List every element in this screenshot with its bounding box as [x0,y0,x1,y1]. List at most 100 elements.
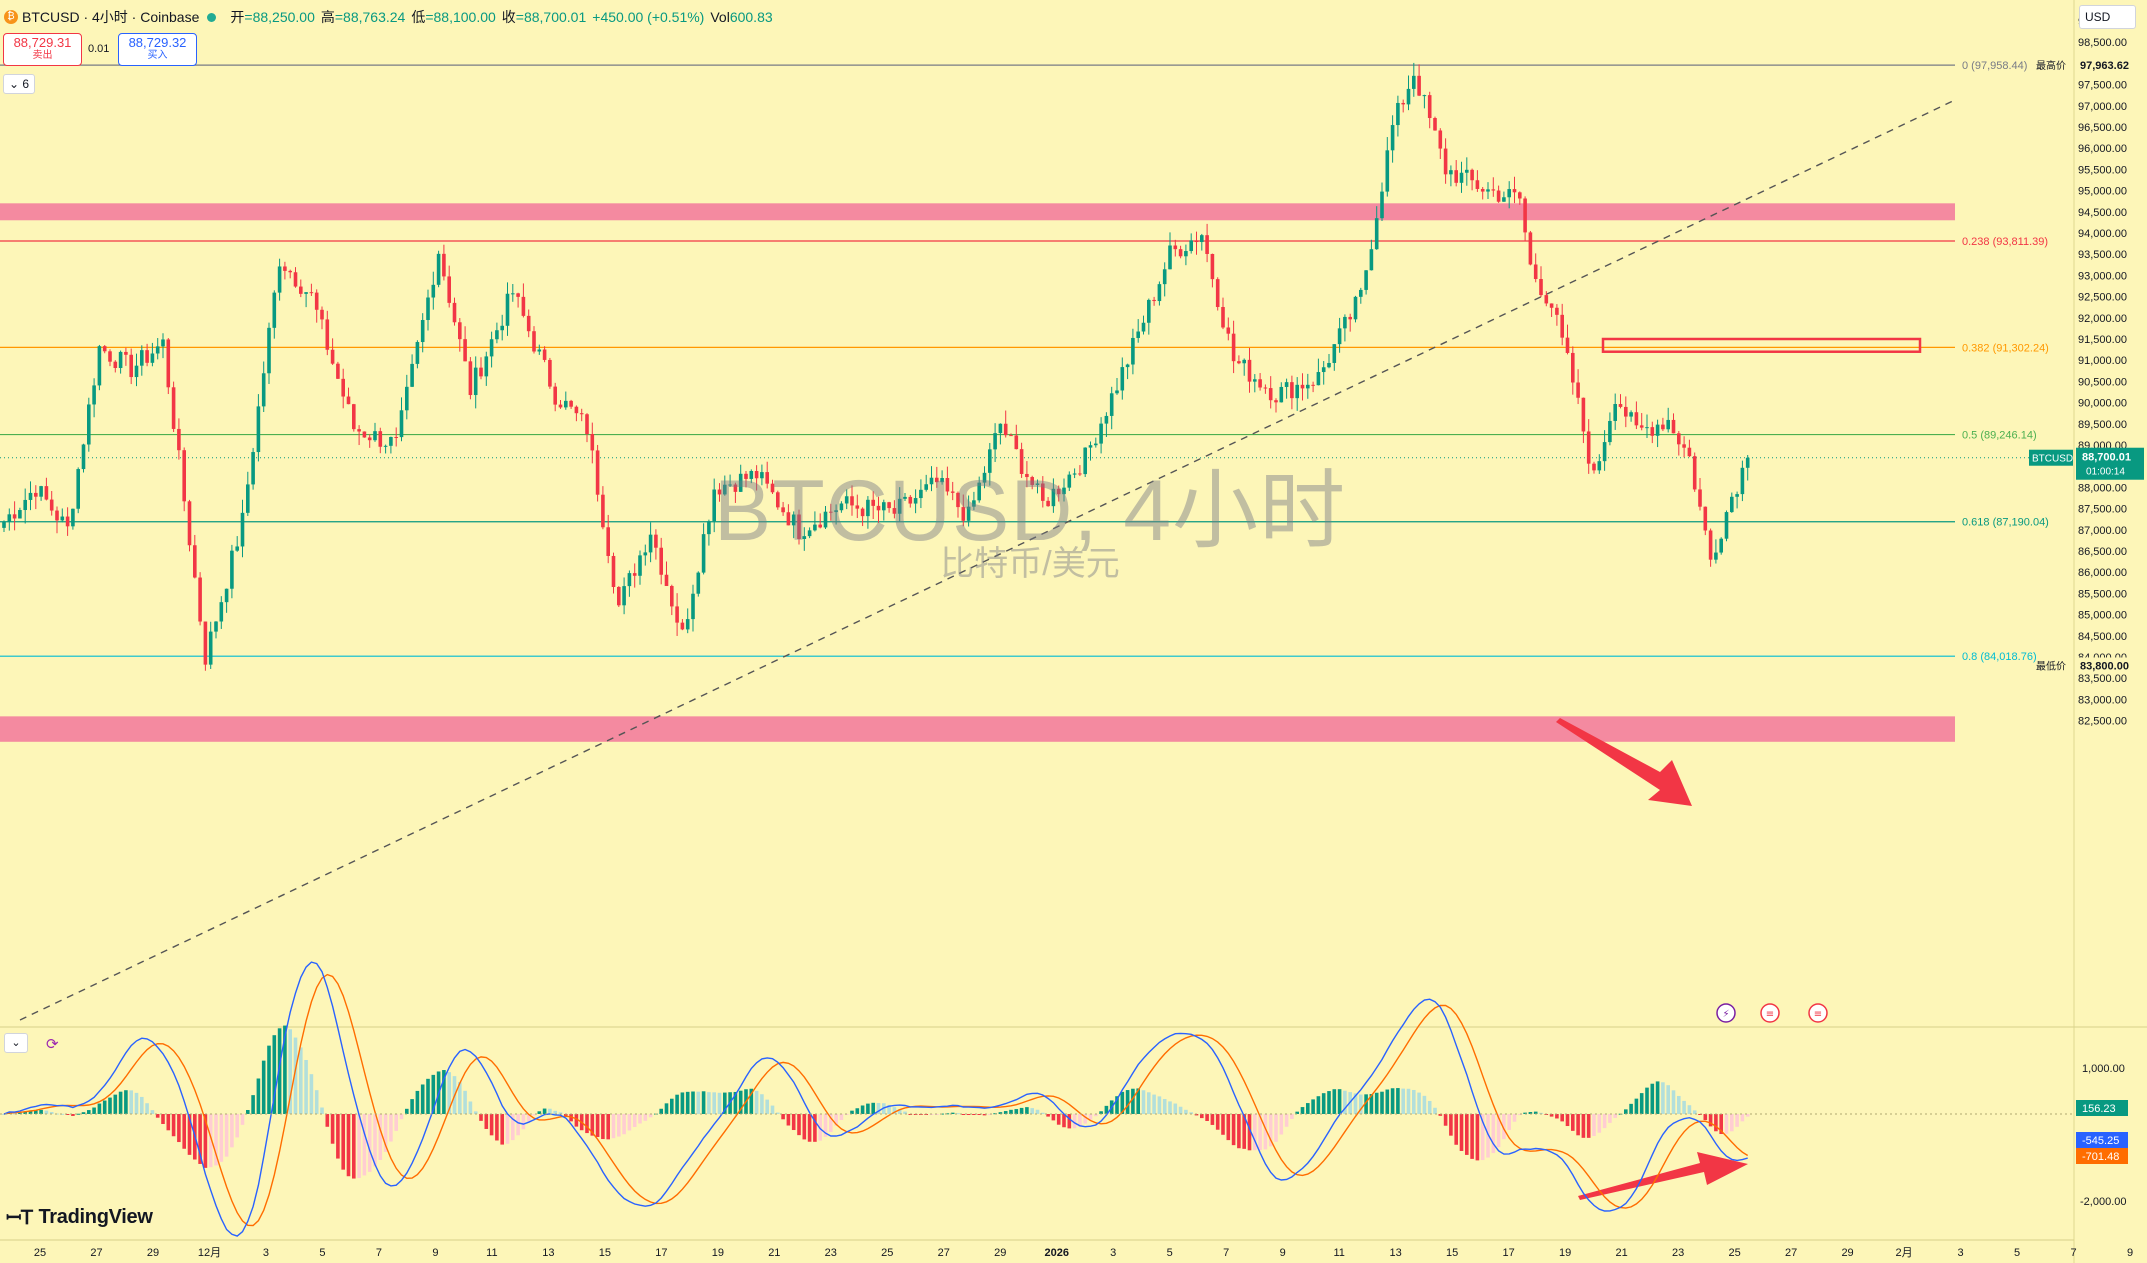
candle [1576,369,1580,405]
macd-bar [1364,1094,1368,1114]
candle-body [150,353,155,363]
candle-body [1046,500,1050,507]
x-tick-label: 23 [825,1247,837,1259]
indicators-toggle-button[interactable]: ⌄ 6 [3,74,36,94]
macd-bar [776,1112,780,1114]
y-tick-label: 93,000.00 [2078,270,2127,282]
macd-bar [606,1114,610,1140]
candle-body [18,510,22,519]
candle-body [532,331,536,352]
candle [1533,253,1538,283]
macd-bar [834,1114,838,1126]
candle [1125,363,1130,380]
candle [1046,497,1050,507]
candle-body [458,322,462,340]
candle-body [1131,337,1135,365]
candle-body [129,354,133,378]
candle-body [1041,483,1045,501]
candle-body [1147,299,1151,323]
macd-bar [261,1060,266,1114]
macd-bar [1602,1114,1607,1129]
macd-bar [1125,1090,1130,1114]
macd-bar [823,1114,828,1137]
candle [601,486,605,530]
candle [230,544,234,599]
macd-bar [950,1112,955,1114]
candle [1592,461,1596,474]
candle [558,399,563,409]
candle-body [1003,423,1008,436]
candle-body [44,486,49,500]
refresh-icon[interactable]: ⟳ [46,1036,59,1053]
y-tick-label: 91,500.00 [2078,334,2127,346]
macd-bar [87,1110,91,1114]
candle [738,464,743,492]
macd-bar [1200,1114,1204,1119]
tradingview-logo[interactable]: ꟷꓔ TradingView [6,1205,153,1230]
candle-body [1422,95,1427,97]
currency-select[interactable]: USD [2079,5,2136,29]
macd-bar [1242,1114,1246,1149]
candle [866,496,870,529]
candle [415,340,420,369]
candle [394,427,398,447]
candle-body [924,484,928,490]
candle [1327,354,1331,369]
candle [235,536,239,552]
macd-bar [791,1114,796,1131]
macd-bar [601,1114,605,1140]
candle [458,318,462,352]
candle-body [855,505,860,509]
down-arrow-annotation [1556,718,1692,806]
macd-bar [1677,1095,1681,1114]
candle [1019,442,1024,478]
candle-body [134,365,139,378]
y-tick-label: 97,500.00 [2078,80,2127,92]
candle [924,474,928,492]
candle [892,500,897,519]
candle [998,423,1003,445]
candle-body [484,356,489,377]
candle-body [479,367,483,377]
candle [1650,421,1655,444]
macd-bar [1030,1108,1034,1114]
collapse-pane-button[interactable]: ⌄ [4,1033,28,1053]
candle [76,467,80,514]
candle [1279,382,1284,403]
low-value: =88,100.00 [425,9,496,25]
candle [1719,537,1723,555]
candle-body [1549,303,1554,308]
sell-button[interactable]: 88,729.31 卖出 [3,33,82,66]
macd-bar [2,1114,6,1115]
candle-body [744,473,748,479]
candle [802,527,807,551]
buy-button[interactable]: 88,729.32 买入 [118,33,197,66]
symbol-title[interactable]: BTCUSD · 4小时 · Coinbase [22,9,200,25]
candle-body [1374,218,1379,250]
macd-bar [44,1110,49,1114]
y-tick-label: 88,000.00 [2078,482,2127,494]
candle-body [1454,170,1458,183]
candle [966,495,971,527]
y-tick-label: 82,500.00 [2078,716,2127,728]
candle-body [1125,364,1130,368]
candle [935,466,939,488]
candle-body [1650,427,1655,436]
macd-bar [1412,1089,1416,1114]
macd-bar [129,1090,133,1114]
x-tick-label: 19 [712,1247,724,1259]
macd-bar [447,1072,451,1114]
macd-bar [664,1103,669,1114]
candle-body [977,482,981,501]
candle-body [489,339,494,357]
candle [1486,182,1490,200]
macd-bar [1025,1107,1029,1114]
candle [1735,491,1739,509]
macd-bar [495,1114,499,1141]
candle-body [664,574,669,586]
candle-body [39,486,43,497]
macd-bar [685,1091,690,1114]
candle-body [670,585,674,607]
candle-body [352,404,356,430]
